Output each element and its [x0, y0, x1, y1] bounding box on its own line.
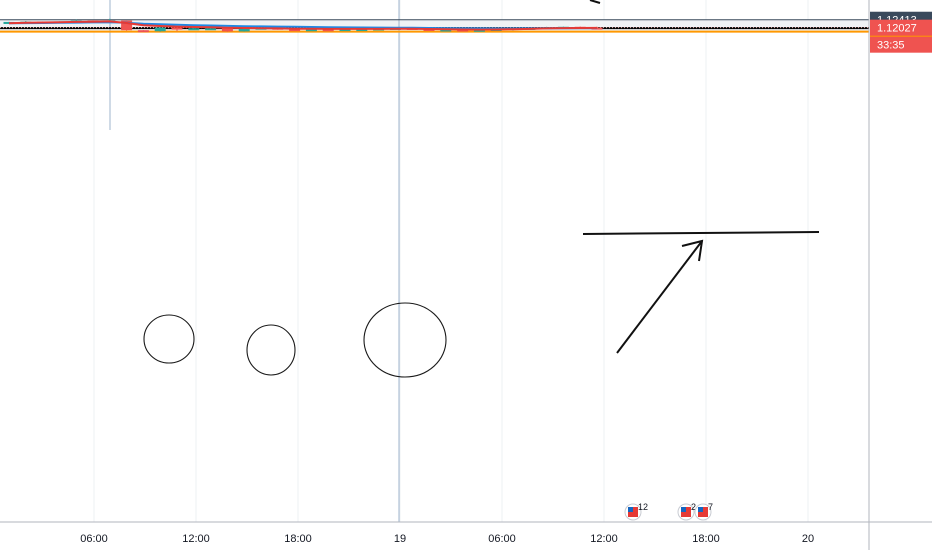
- drawings[interactable]: [143, 0, 820, 378]
- flag-icon-canton: [681, 507, 686, 512]
- current-price-tag: [870, 19, 932, 36]
- time-tick-label: 12:00: [182, 533, 210, 545]
- countdown-tag-label: 33:35: [877, 40, 905, 52]
- time-tick-label: 18:00: [284, 533, 312, 545]
- time-tick-label: 18:00: [692, 533, 720, 545]
- time-scale-ticks: 06:00 12:00 18:00 19 06:00 12:00 18:00 20: [80, 533, 814, 545]
- price-scale[interactable]: [869, 0, 932, 522]
- time-tick-label: 06:00: [488, 533, 516, 545]
- flag-icon-canton: [628, 507, 633, 512]
- candle-body: [188, 28, 200, 31]
- drawing-circle[interactable]: [246, 324, 296, 376]
- flag-icon-canton: [698, 507, 703, 512]
- candle-body: [473, 29, 485, 32]
- event-badges[interactable]: 12 2 7: [624, 502, 713, 521]
- candle-body: [171, 27, 183, 30]
- candle-body: [205, 28, 217, 31]
- current-price-tag-label: 1.12027: [877, 23, 917, 35]
- time-tick-label: 12:00: [590, 533, 618, 545]
- projection-arrow[interactable]: [616, 240, 703, 354]
- candle-body: [121, 20, 133, 31]
- drawing-circle[interactable]: [363, 302, 447, 378]
- candle-body: [238, 28, 250, 32]
- arrow-head-icon: [681, 239, 704, 262]
- event-badge-count: 12: [638, 502, 648, 512]
- candle-body: [289, 29, 301, 32]
- candle-body: [221, 28, 233, 32]
- time-tick-label: 06:00: [80, 533, 108, 545]
- time-tick-label: 20: [802, 533, 814, 545]
- candle-body: [154, 27, 166, 32]
- candle-body: [356, 29, 368, 32]
- drawing-circle[interactable]: [143, 314, 195, 364]
- candle-body: [457, 29, 469, 32]
- trend-line[interactable]: [582, 231, 820, 235]
- event-badge-count: 2: [691, 502, 696, 512]
- countdown-tag: [870, 36, 932, 53]
- arrow-top-icon: [589, 0, 601, 4]
- time-tick-label: 19: [394, 533, 406, 545]
- event-badge-count: 7: [708, 502, 713, 512]
- candle-body: [322, 29, 334, 32]
- candle-body: [440, 29, 452, 32]
- ema-fast-line: [8, 20, 598, 31]
- candle-body: [137, 30, 149, 33]
- candle-body: [305, 29, 317, 32]
- candle-body: [339, 29, 351, 32]
